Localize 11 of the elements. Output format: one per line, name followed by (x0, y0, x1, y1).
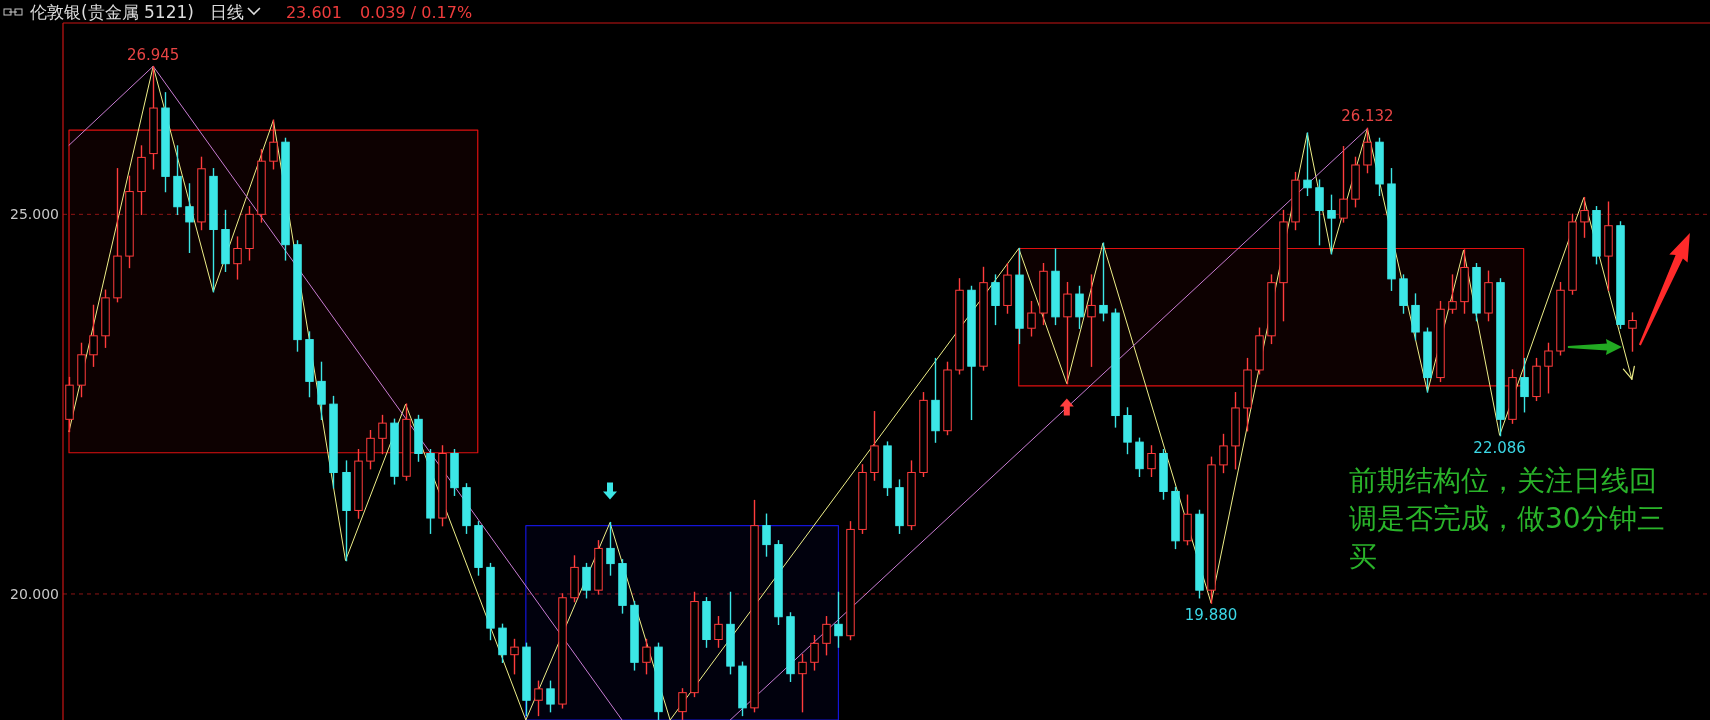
y-tick-label: 20.000 (10, 585, 59, 602)
y-tick-label: 25.000 (10, 206, 59, 223)
chart-subtitle: 日线 (209, 2, 244, 22)
annotation: 22.086 (1473, 438, 1526, 457)
text: 0.039 / 0.17% (359, 3, 473, 22)
text: 23.601 (285, 3, 342, 22)
chart-title: 伦敦银(贵金属 5121) (30, 2, 194, 22)
note: 前期结构位，关注日线回调是否完成，做30分钟三买 (1349, 464, 1665, 573)
annotation: 26.945 (126, 45, 180, 64)
annotation: 19.880 (1184, 606, 1238, 625)
annotation: 26.132 (1341, 107, 1394, 126)
